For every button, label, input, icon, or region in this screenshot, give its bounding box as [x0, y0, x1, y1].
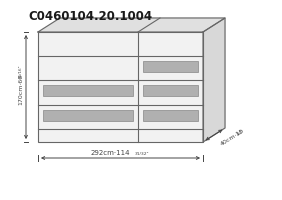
Bar: [143, 110, 198, 121]
Text: 31/32": 31/32": [135, 152, 149, 156]
Bar: [43, 85, 133, 96]
Bar: [38, 32, 203, 142]
Polygon shape: [38, 18, 225, 32]
Bar: [143, 85, 198, 96]
Text: 15/16": 15/16": [19, 64, 23, 78]
Bar: [43, 110, 133, 121]
Polygon shape: [203, 18, 225, 142]
Text: C0460104.20.1004: C0460104.20.1004: [28, 10, 152, 23]
Text: 3/4": 3/4": [236, 129, 245, 137]
Text: 170cm·66: 170cm·66: [18, 73, 23, 105]
Bar: [143, 61, 198, 72]
Text: 40cm·15: 40cm·15: [220, 128, 246, 146]
Text: 292cm·114: 292cm·114: [91, 150, 130, 156]
